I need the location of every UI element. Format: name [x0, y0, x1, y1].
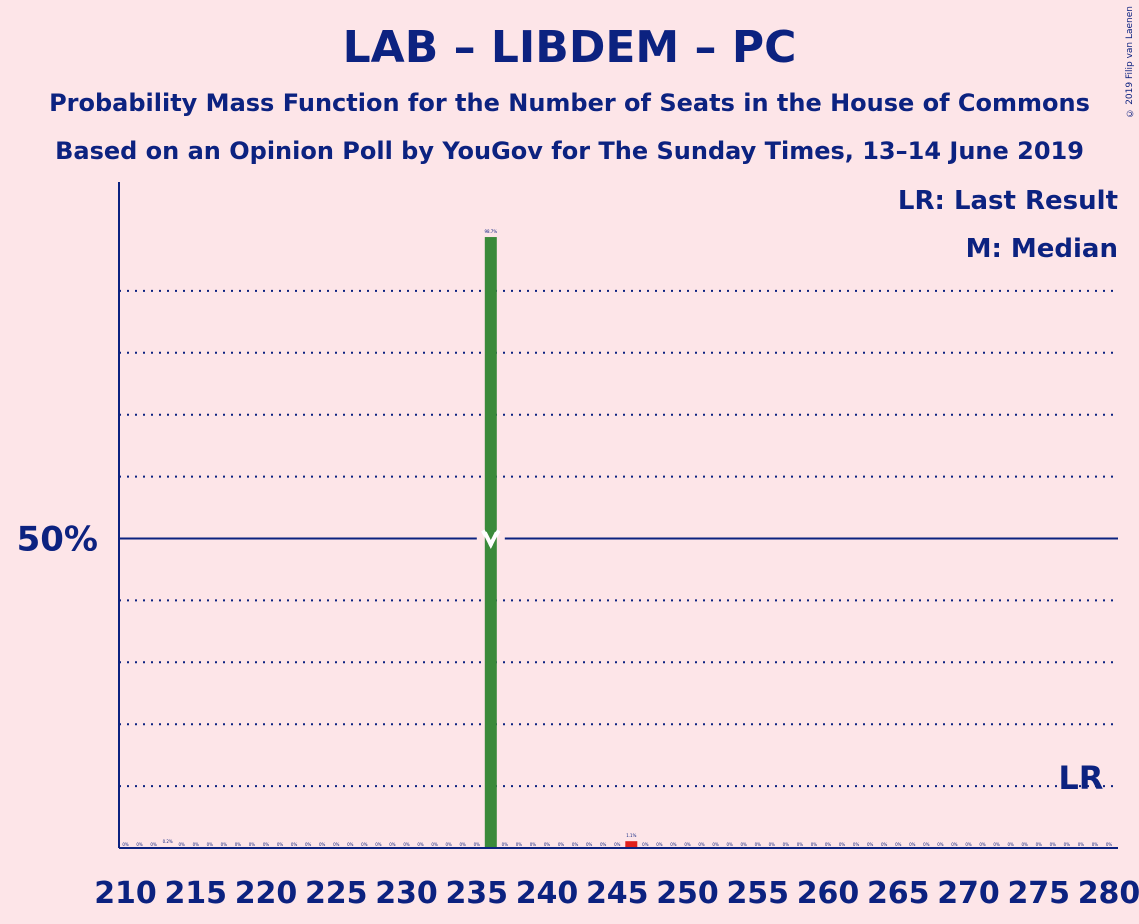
zero-label-264: 0%: [881, 842, 888, 847]
zero-label-226: 0%: [347, 842, 354, 847]
zero-label-276: 0%: [1050, 842, 1057, 847]
zero-label-252: 0%: [712, 842, 719, 847]
x-tick-label-220: 220: [235, 876, 298, 911]
zero-label-257: 0%: [783, 842, 790, 847]
zero-label-235: 0%: [474, 842, 481, 847]
zero-label-238: 0%: [516, 842, 523, 847]
chart-title: LAB – LIBDEM – PC: [342, 22, 797, 73]
zero-label-228: 0%: [375, 842, 382, 847]
x-tick-label-210: 210: [94, 876, 157, 911]
zero-label-248: 0%: [656, 842, 663, 847]
zero-label-227: 0%: [361, 842, 368, 847]
x-tick-label-245: 245: [586, 876, 649, 911]
median-marker-overlay: [483, 531, 499, 549]
bar-seat-246: [625, 841, 638, 848]
zero-label-239: 0%: [530, 842, 537, 847]
zero-label-222: 0%: [291, 842, 298, 847]
x-tick-label-280: 280: [1078, 876, 1139, 911]
zero-label-274: 0%: [1022, 842, 1029, 847]
bar-label-236: 98.7%: [484, 229, 497, 234]
zero-label-253: 0%: [726, 842, 733, 847]
zero-label-229: 0%: [389, 842, 396, 847]
x-tick-label-255: 255: [726, 876, 789, 911]
zero-label-231: 0%: [417, 842, 424, 847]
legend-median: M: Median: [966, 234, 1118, 264]
x-tick-label-265: 265: [867, 876, 930, 911]
zero-label-233: 0%: [445, 842, 452, 847]
zero-label-225: 0%: [333, 842, 340, 847]
bar-label-213: 0.2%: [163, 839, 173, 844]
zero-label-249: 0%: [670, 842, 677, 847]
zero-label-211: 0%: [136, 842, 143, 847]
zero-label-217: 0%: [221, 842, 228, 847]
zero-label-272: 0%: [993, 842, 1000, 847]
x-tick-label-260: 260: [797, 876, 860, 911]
y-tick-label-50: 50%: [17, 520, 98, 560]
last-result-label: LR: [1058, 759, 1103, 797]
zero-label-242: 0%: [572, 842, 579, 847]
zero-label-269: 0%: [951, 842, 958, 847]
zero-label-275: 0%: [1036, 842, 1043, 847]
x-tick-label-235: 235: [445, 876, 508, 911]
legend-last-result: LR: Last Result: [898, 186, 1118, 216]
zero-label-212: 0%: [150, 842, 157, 847]
zero-label-277: 0%: [1064, 842, 1071, 847]
zero-label-268: 0%: [937, 842, 944, 847]
zero-label-251: 0%: [698, 842, 705, 847]
x-tick-label-230: 230: [375, 876, 438, 911]
zero-label-263: 0%: [867, 842, 874, 847]
zero-label-247: 0%: [642, 842, 649, 847]
zero-label-262: 0%: [853, 842, 860, 847]
zero-label-216: 0%: [207, 842, 214, 847]
zero-label-234: 0%: [460, 842, 467, 847]
x-tick-label-215: 215: [164, 876, 227, 911]
zero-label-255: 0%: [755, 842, 762, 847]
bar-label-246: 1.1%: [626, 833, 636, 838]
zero-label-237: 0%: [502, 842, 509, 847]
zero-label-259: 0%: [811, 842, 818, 847]
zero-label-219: 0%: [249, 842, 256, 847]
zero-label-214: 0%: [179, 842, 186, 847]
chart-subtitle-2: Based on an Opinion Poll by YouGov for T…: [55, 137, 1084, 165]
zero-label-218: 0%: [235, 842, 242, 847]
zero-label-240: 0%: [544, 842, 551, 847]
zero-label-215: 0%: [193, 842, 200, 847]
zero-label-265: 0%: [895, 842, 902, 847]
zero-label-261: 0%: [839, 842, 846, 847]
chart-subtitle-1: Probability Mass Function for the Number…: [49, 89, 1090, 117]
zero-label-260: 0%: [825, 842, 832, 847]
zero-label-278: 0%: [1078, 842, 1085, 847]
zero-label-223: 0%: [305, 842, 312, 847]
x-tick-label-240: 240: [516, 876, 579, 911]
x-tick-label-275: 275: [1007, 876, 1070, 911]
zero-label-221: 0%: [277, 842, 284, 847]
zero-label-271: 0%: [979, 842, 986, 847]
zero-label-266: 0%: [909, 842, 916, 847]
zero-label-230: 0%: [403, 842, 410, 847]
zero-label-258: 0%: [797, 842, 804, 847]
zero-label-243: 0%: [586, 842, 593, 847]
zero-label-250: 0%: [684, 842, 691, 847]
zero-label-241: 0%: [558, 842, 565, 847]
zero-label-232: 0%: [431, 842, 438, 847]
zero-label-273: 0%: [1007, 842, 1014, 847]
zero-label-279: 0%: [1092, 842, 1099, 847]
x-tick-label-270: 270: [937, 876, 1000, 911]
x-tick-label-225: 225: [305, 876, 368, 911]
zero-label-244: 0%: [600, 842, 607, 847]
zero-label-254: 0%: [741, 842, 748, 847]
zero-label-245: 0%: [614, 842, 621, 847]
zero-label-280: 0%: [1106, 842, 1113, 847]
zero-label-270: 0%: [965, 842, 972, 847]
zero-label-224: 0%: [319, 842, 326, 847]
zero-label-210: 0%: [122, 842, 129, 847]
x-tick-label-250: 250: [656, 876, 719, 911]
zero-label-267: 0%: [923, 842, 930, 847]
zero-label-256: 0%: [769, 842, 776, 847]
zero-label-220: 0%: [263, 842, 270, 847]
